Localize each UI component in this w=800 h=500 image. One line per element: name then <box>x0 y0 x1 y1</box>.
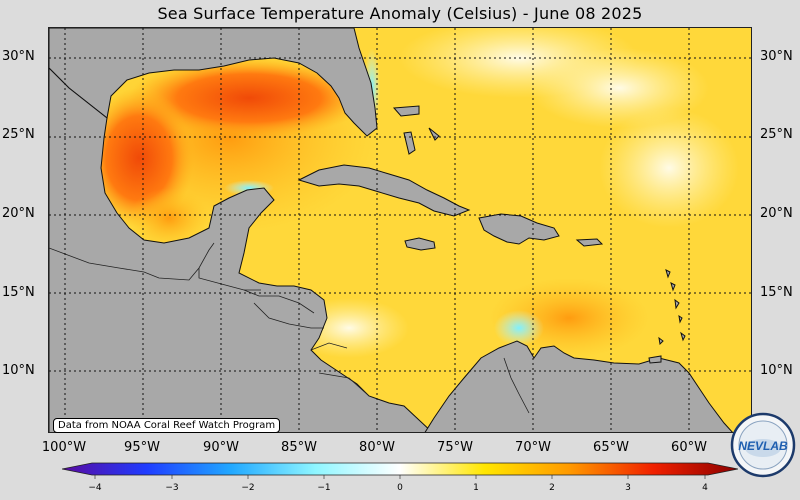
lon-label-95w: 95°W <box>124 440 160 455</box>
nevlab-logo-text: NEVLAB <box>738 439 788 453</box>
lat-label-left-30: 30°N <box>2 49 35 64</box>
land-hispaniola <box>478 213 560 245</box>
lon-label-85w: 85°W <box>281 440 317 455</box>
country-borders <box>49 242 530 414</box>
lon-label-65w: 65°W <box>593 440 629 455</box>
land-bahamas <box>392 105 440 155</box>
lat-label-right-20: 20°N <box>760 206 793 221</box>
colorbar-tick: 1 <box>473 483 479 493</box>
lon-label-90w: 90°W <box>203 440 239 455</box>
colorbar <box>62 462 738 479</box>
lon-label-70w: 70°W <box>515 440 551 455</box>
colorbar-tick: −1 <box>317 483 331 493</box>
land-cuba <box>297 164 471 217</box>
lat-label-right-10: 10°N <box>760 363 793 378</box>
lon-label-100w: 100°W <box>41 440 87 455</box>
lon-label-80w: 80°W <box>359 440 395 455</box>
map-title: Sea Surface Temperature Anomaly (Celsius… <box>157 4 643 23</box>
nevlab-logo-icon: NEVLAB <box>730 412 796 478</box>
lat-label-left-20: 20°N <box>2 206 35 221</box>
colorbar-tick: 2 <box>549 483 555 493</box>
land-jamaica <box>404 237 436 251</box>
sst-anomaly-map <box>48 27 752 433</box>
lat-label-left-15: 15°N <box>2 285 35 300</box>
lat-label-right-30: 30°N <box>760 49 793 64</box>
colorbar-tick: −3 <box>165 483 179 493</box>
land-lesser-antilles <box>648 269 686 364</box>
lat-label-right-25: 25°N <box>760 127 793 142</box>
lon-label-75w: 75°W <box>437 440 473 455</box>
colorbar-tick: −4 <box>88 483 102 493</box>
land-south-america <box>424 340 733 432</box>
land-masses <box>49 28 733 432</box>
colorbar-tick: 4 <box>702 483 708 493</box>
lat-label-left-10: 10°N <box>2 363 35 378</box>
lon-label-60w: 60°W <box>671 440 707 455</box>
data-credit-label: Data from NOAA Coral Reef Watch Program <box>53 418 281 433</box>
lat-label-right-15: 15°N <box>760 285 793 300</box>
lat-label-left-25: 25°N <box>2 127 35 142</box>
colorbar-tick: 0 <box>397 483 403 493</box>
colorbar-tick: −2 <box>241 483 255 493</box>
map-canvas <box>49 28 751 432</box>
colorbar-tick: 3 <box>625 483 631 493</box>
land-puerto-rico <box>575 238 604 247</box>
graticule <box>49 28 751 432</box>
